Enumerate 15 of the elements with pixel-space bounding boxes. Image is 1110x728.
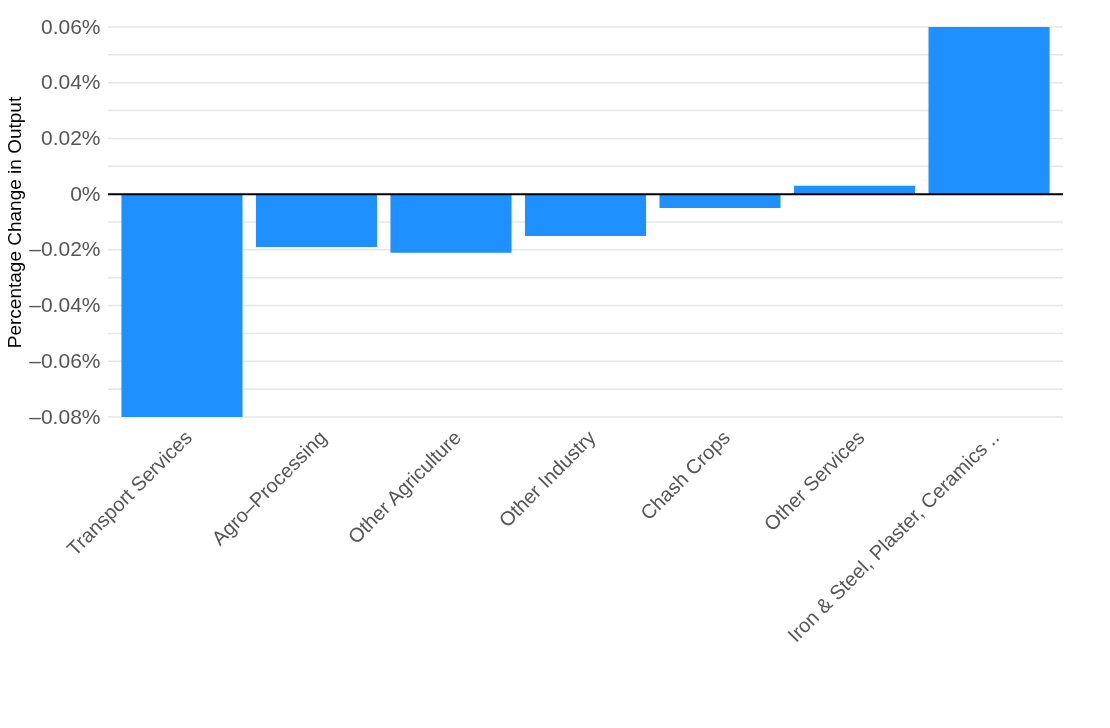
bar [928, 27, 1050, 195]
y-tick-label: –0.04% [29, 293, 101, 317]
y-tick-label: –0.08% [29, 404, 101, 428]
y-tick-label: 0.06% [40, 14, 101, 38]
bar [121, 194, 243, 417]
y-tick-label: 0% [70, 181, 101, 205]
y-tick-label: 0.04% [40, 70, 101, 94]
y-axis-title: Percentage Change in Output [4, 96, 26, 349]
y-tick-label: –0.02% [29, 237, 101, 261]
y-tick-label: –0.06% [29, 348, 101, 372]
bar [659, 194, 781, 209]
bar [390, 194, 512, 253]
bar [255, 194, 378, 248]
y-tick-label: 0.02% [40, 125, 101, 149]
bar [524, 194, 647, 236]
